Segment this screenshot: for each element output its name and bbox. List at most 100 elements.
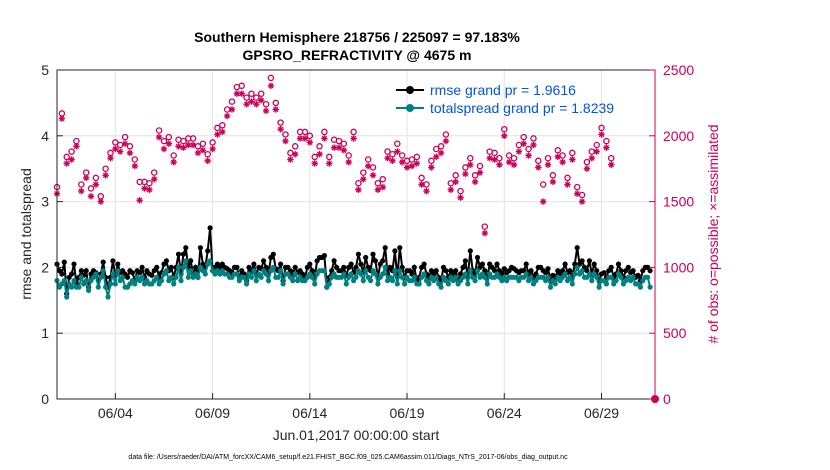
rmse-point [462, 258, 468, 264]
obs-assimilated-point [520, 140, 527, 147]
asterisk-stroke [404, 164, 410, 171]
totalspread-point [589, 278, 595, 284]
rmse-point [523, 261, 529, 267]
y-tick-label: 2 [41, 259, 49, 275]
totalspread-point [76, 284, 82, 290]
asterisk-stroke [608, 162, 614, 168]
obs-assimilated-point [194, 149, 202, 157]
obs-possible-point [355, 179, 362, 187]
asterisk-stroke [258, 97, 264, 103]
obs-assimilated-point [267, 82, 275, 89]
obs-possible-point [374, 179, 382, 187]
obs-possible-point [569, 149, 576, 157]
obs-assimilated-point [496, 161, 503, 168]
totalspread-point [608, 274, 614, 280]
asterisk-stroke [496, 162, 503, 168]
obs-possible-point [87, 185, 95, 192]
obs-possible-point [345, 152, 352, 159]
asterisk-stroke [127, 150, 133, 156]
obs-assimilated-point [126, 149, 134, 157]
totalspread-point [545, 274, 551, 280]
totalspread-point [341, 271, 347, 277]
obs-possible-point [447, 179, 455, 187]
asterisk-stroke [185, 142, 191, 148]
obs-assimilated-point [175, 143, 182, 150]
totalspread-point [353, 274, 359, 280]
totalspread-point [630, 274, 636, 280]
asterisk-stroke [102, 172, 109, 178]
obs-assimilated-point [360, 176, 367, 183]
rmse-point [562, 261, 568, 267]
obs-assimilated-point [525, 152, 532, 159]
obs-assimilated-point [121, 140, 129, 147]
obs-assimilated-point [447, 186, 455, 193]
totalspread-point [158, 278, 165, 284]
obs-assimilated-point [102, 172, 109, 179]
obs-possible-point [510, 154, 518, 162]
asterisk-stroke [166, 140, 172, 147]
totalspread-point [397, 268, 403, 274]
obs-possible-point [442, 131, 450, 138]
totalspread-point [251, 268, 257, 274]
obs-possible-point [199, 140, 207, 147]
totalspread-point [234, 271, 240, 277]
obs-assimilated-point [170, 158, 177, 166]
obs-assimilated-point [418, 181, 425, 188]
obs-assimilated-point [136, 197, 143, 204]
obs-possible-point [63, 153, 70, 161]
totalspread-point [402, 281, 408, 287]
obs-assimilated-point [501, 132, 508, 139]
asterisk-stroke [136, 197, 143, 203]
asterisk-stroke [448, 187, 454, 193]
y-axis: 0 1 2 3 4 5 [41, 62, 63, 407]
obs-possible-point [573, 183, 581, 191]
totalspread-point [574, 264, 580, 270]
asterisk-stroke [511, 162, 517, 168]
obs-possible-point [496, 154, 503, 162]
asterisk-stroke [389, 158, 396, 164]
totalspread-point [292, 271, 298, 277]
asterisk-stroke [151, 176, 157, 182]
totalspread-point [175, 264, 182, 270]
obs-assimilated-point [403, 164, 411, 171]
obs-assimilated-point [63, 160, 70, 167]
obs-possible-point [554, 147, 562, 154]
totalspread-point [363, 268, 369, 274]
obs-assimilated-point [486, 154, 493, 162]
obs-assimilated-point [437, 149, 445, 157]
totalspread-point [83, 278, 89, 284]
asterisk-stroke [287, 156, 294, 163]
y-tick-label: 1 [41, 325, 49, 341]
totalspread-point [596, 284, 602, 290]
totalspread-point [368, 278, 374, 284]
obs-possible-point [491, 149, 498, 157]
obs-assimilated-point [335, 144, 343, 151]
asterisk-stroke [326, 160, 332, 167]
totalspread-point [168, 274, 174, 280]
obs-assimilated-point [423, 187, 430, 195]
totalspread-point [248, 274, 255, 280]
totalspread-point [120, 274, 126, 280]
obs-possible-point [467, 154, 474, 162]
x-axis-label: Jun.01,2017 00:00:00 start [273, 427, 440, 443]
obs-possible-point [277, 119, 284, 126]
asterisk-stroke [443, 138, 449, 144]
totalspread-point [71, 278, 77, 284]
totalspread-point [270, 264, 276, 270]
rmse-point [370, 251, 376, 257]
obs-assimilated-point [321, 135, 328, 142]
rmse-point [358, 261, 364, 267]
rmse-point [149, 272, 155, 278]
rmse-point [234, 264, 240, 270]
obs-assimilated-point [311, 160, 318, 167]
asterisk-stroke [593, 148, 600, 155]
obs-assimilated-point [603, 144, 610, 151]
obs-assimilated-point [243, 101, 250, 108]
obs-assimilated-point [73, 143, 80, 150]
totalspread-point [78, 274, 84, 280]
rmse-point [608, 264, 614, 270]
totalspread-point [433, 274, 439, 280]
y-axis-label: rmse and totalspread [18, 168, 34, 300]
obs-possible-point [121, 133, 129, 141]
obs-assimilated-point [262, 107, 270, 114]
